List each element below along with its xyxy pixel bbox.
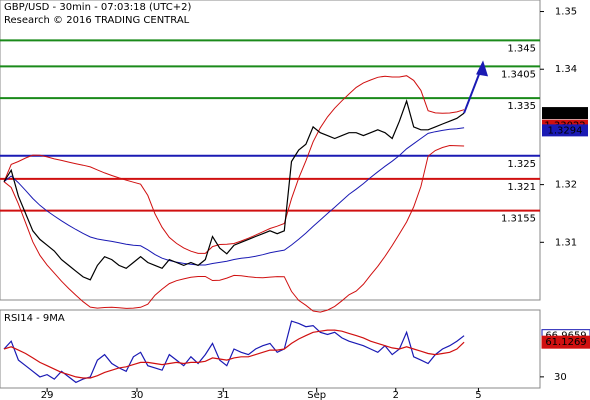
y-tick-label: 1.34 [555,64,577,75]
level-label: 1.335 [507,101,536,112]
moving-average [3,127,465,266]
level-label: 1.345 [507,43,536,54]
rsi-title: RSI14 - 9MA [4,313,65,324]
level-label: 1.321 [507,182,536,193]
price-panel [0,0,541,301]
rsi-line [3,329,465,379]
bollinger-band [3,144,465,313]
x-tick-label: 31 [217,390,230,400]
rsi-panel [0,309,541,389]
price-marker [542,107,588,120]
level-label: 1.3405 [501,69,536,80]
y-tick-label: 1.32 [555,180,577,191]
y-tick-label: 30 [554,372,567,383]
price-marker-label: 1.3324 [548,108,583,119]
rsi-line [3,320,465,384]
price-marker [542,124,588,137]
price-line [3,99,465,281]
x-tick-label: 30 [131,390,144,400]
chart-title: GBP/USD - 30min - 07:03:18 (UTC+2) [4,2,191,13]
chart-subtitle: Research © 2016 TRADING CENTRAL [4,15,190,26]
y-tick-label: 1.35 [555,7,577,18]
bollinger-band [3,75,465,254]
x-tick-label: 29 [41,390,54,400]
level-label: 1.325 [507,159,536,170]
price-marker-label: 1.3294 [548,125,583,136]
x-tick-label: 5 [475,390,481,400]
y-tick-label: 1.31 [555,237,577,248]
forecast-arrowhead [476,60,489,77]
x-tick-label: Sep [307,390,326,400]
x-tick-label: 2 [393,390,399,400]
rsi-marker [541,335,590,349]
rsi-marker-label: 61.1269 [545,337,586,348]
level-label: 1.3155 [501,214,536,225]
